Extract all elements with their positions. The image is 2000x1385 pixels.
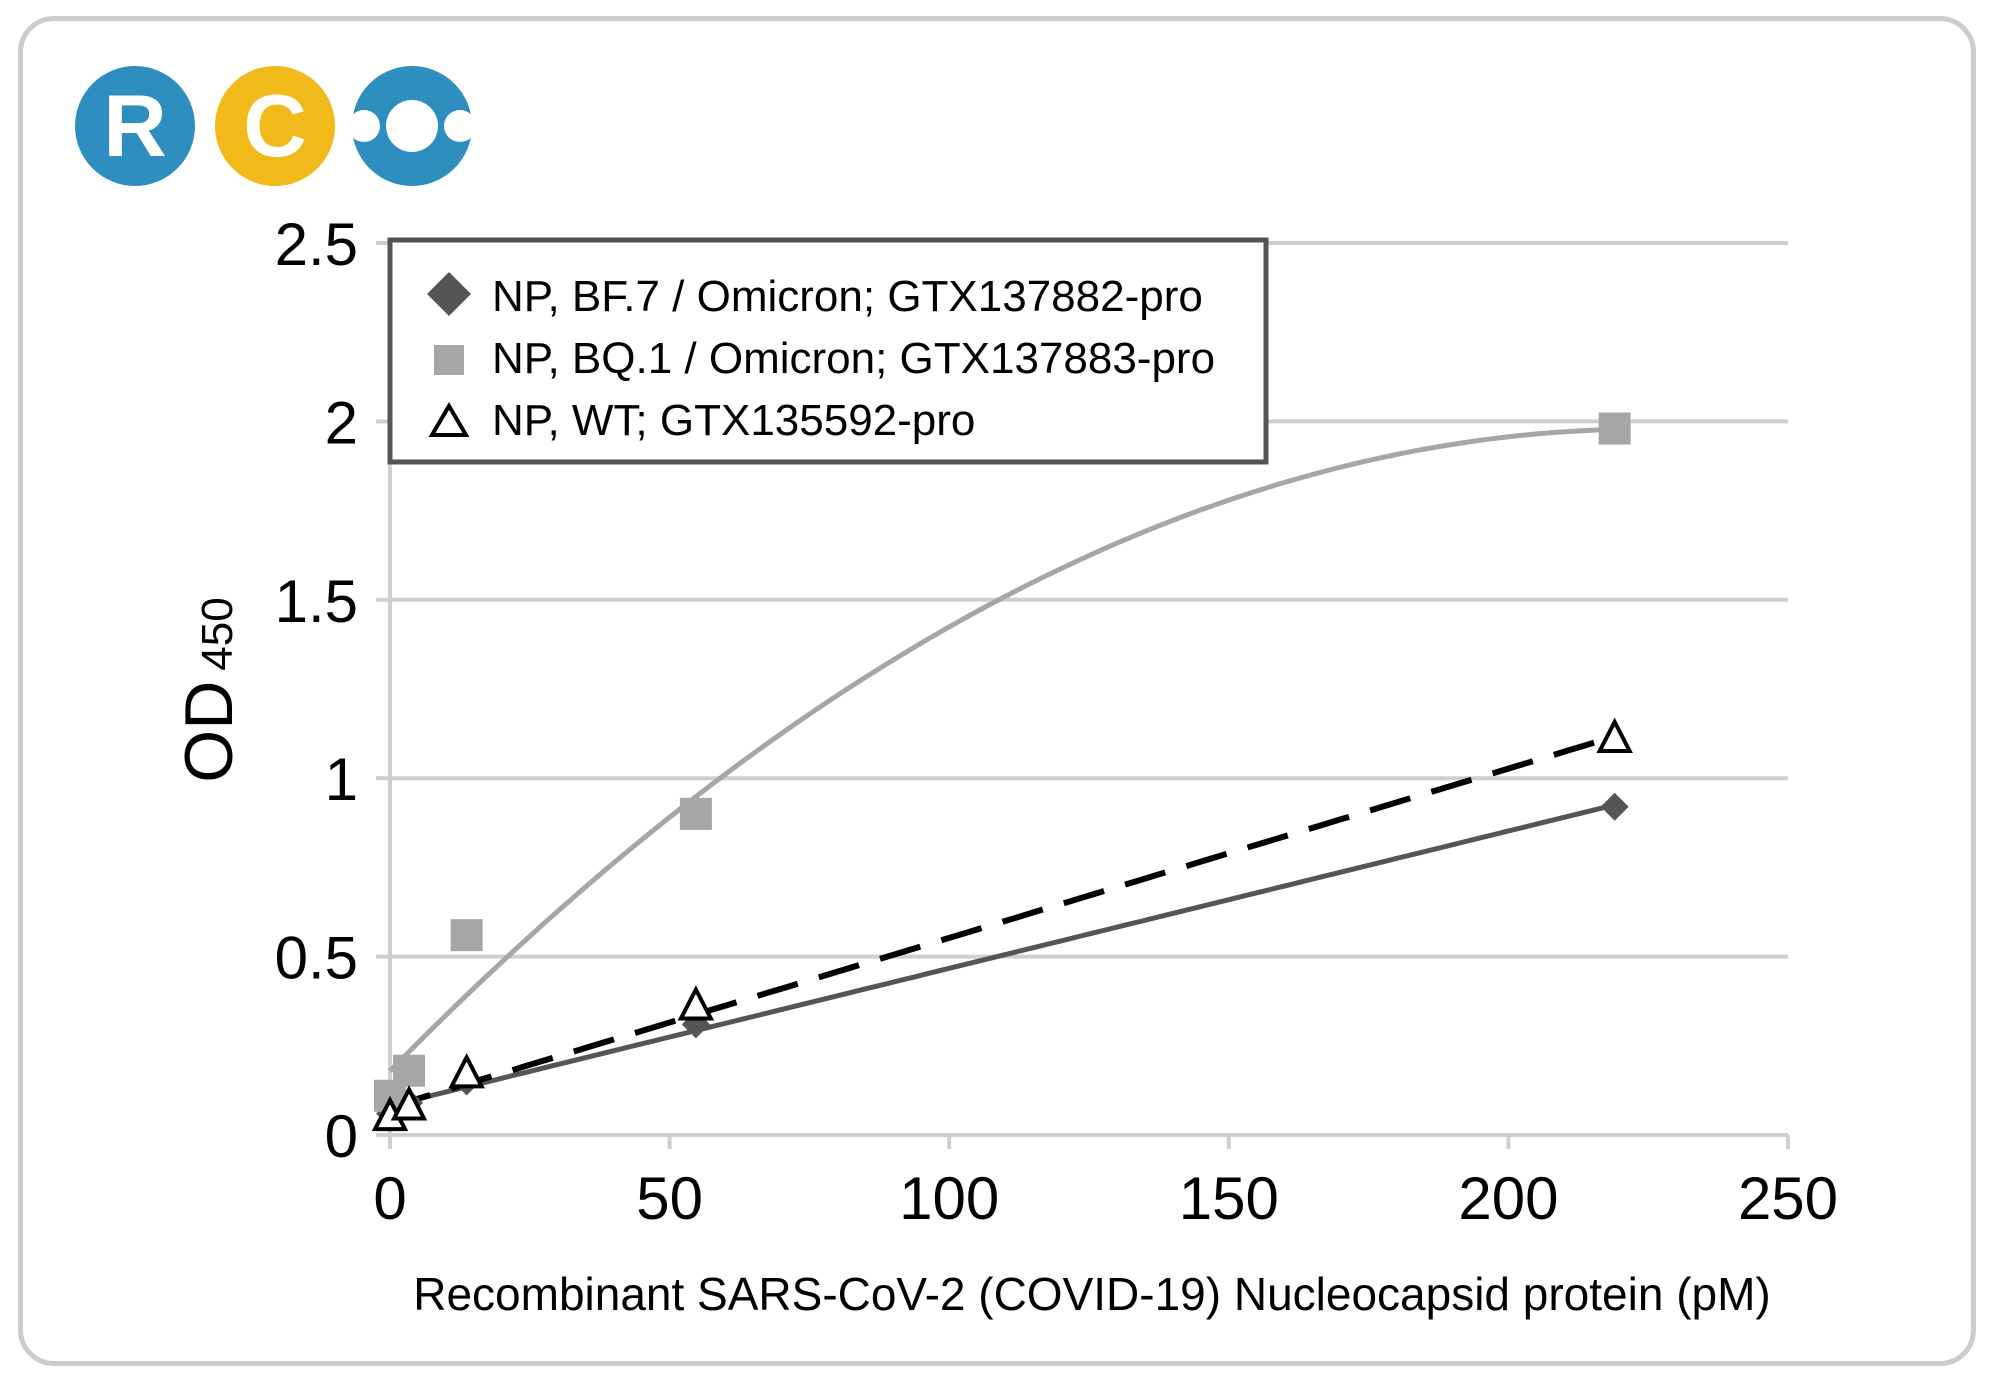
data-point-bq1 (450, 919, 483, 952)
x-tick-label: 100 (899, 1165, 999, 1232)
svg-text:OD450: OD 450 (171, 597, 247, 782)
svg-text:R: R (103, 76, 167, 175)
legend: NP, BF.7 / Omicron; GTX137882-pro NP, BQ… (387, 237, 1269, 465)
y-axis-label: OD 450 (171, 597, 247, 782)
data-point-bq1 (393, 1054, 426, 1087)
data-markers (371, 412, 1633, 1132)
data-point-bf7 (1600, 792, 1629, 821)
legend-marker-wt (428, 402, 470, 437)
legend-marker-bf7 (427, 272, 471, 316)
x-tick-label: 200 (1458, 1165, 1558, 1232)
x-tick-label: 150 (1179, 1165, 1279, 1232)
y-tick-label: 0 (325, 1103, 358, 1170)
y-axis-label-subscript: 450 (193, 597, 242, 670)
data-point-wt (390, 1085, 428, 1121)
trend-lines (388, 426, 1616, 1110)
data-point-bq1 (1598, 412, 1631, 445)
legend-label-bq1: NP, BQ.1 / Omicron; GTX137883-pro (492, 334, 1215, 383)
logo: R C (75, 66, 476, 186)
x-axis-label: Recombinant SARS-CoV-2 (COVID-19) Nucleo… (413, 1268, 1771, 1320)
y-axis-label-main: OD (171, 681, 247, 783)
logo-o-mark (348, 66, 476, 186)
trend-line-bq1 (388, 426, 1615, 1073)
y-tick-label: 2.5 (275, 211, 358, 278)
legend-marker-bq1 (434, 345, 464, 375)
logo-r-mark: R (75, 66, 195, 186)
x-tick-label: 250 (1738, 1165, 1838, 1232)
y-tick-label: 1 (325, 746, 358, 813)
legend-label-wt: NP, WT; GTX135592-pro (492, 396, 975, 445)
data-point-wt (677, 985, 715, 1021)
svg-text:C: C (243, 76, 307, 175)
trend-line-bf7 (389, 802, 1616, 1109)
x-tick-label: 50 (636, 1165, 703, 1232)
logo-c-mark: C (215, 66, 335, 186)
trend-line-wt (389, 733, 1616, 1110)
data-point-bq1 (679, 797, 712, 830)
tick-labels: 0 50 100 150 200 250 0 0.5 1 1.5 2 2.5 (275, 211, 1838, 1232)
legend-box (387, 237, 1269, 465)
legend-label-bf7: NP, BF.7 / Omicron; GTX137882-pro (492, 272, 1203, 321)
x-tick-label: 0 (373, 1165, 406, 1232)
y-tick-label: 0.5 (275, 925, 358, 992)
y-tick-label: 2 (325, 389, 358, 456)
data-point-wt (1596, 717, 1633, 753)
y-tick-label: 1.5 (275, 568, 358, 635)
data-point-wt (448, 1052, 485, 1089)
